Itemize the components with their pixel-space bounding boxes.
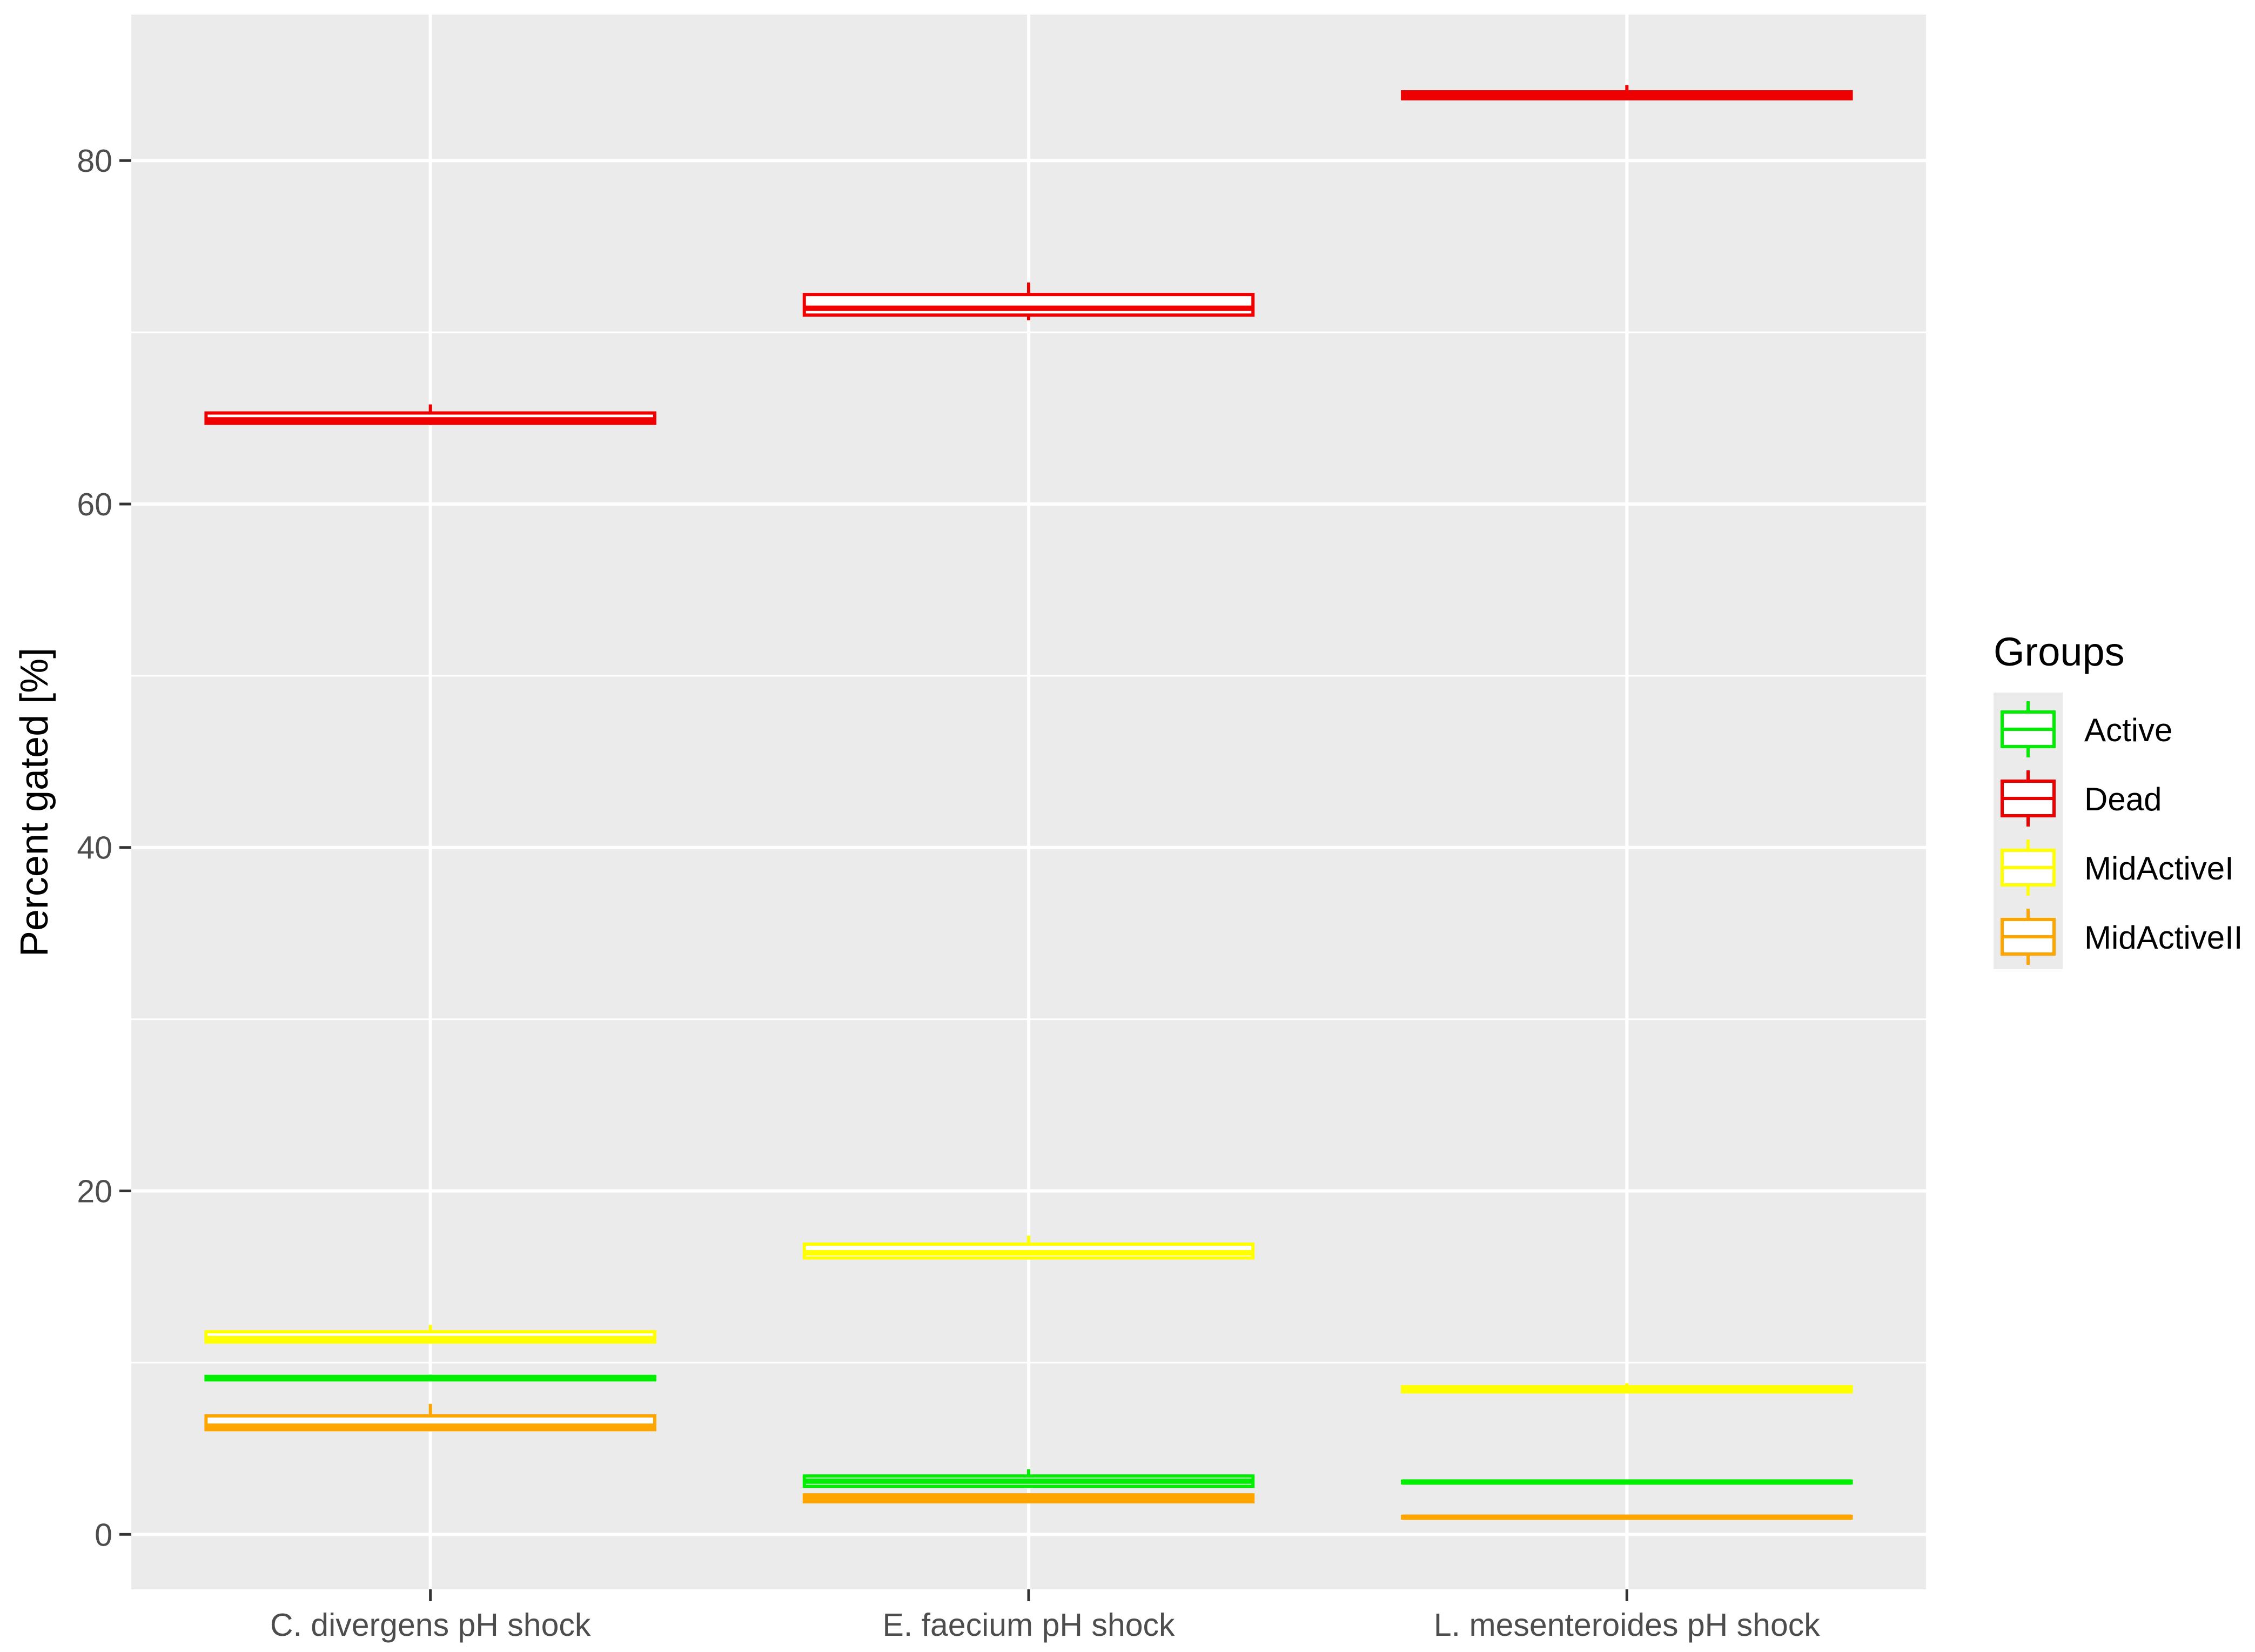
- y-tick-label: 20: [77, 1174, 112, 1210]
- boxplot-active: [802, 1469, 1255, 1488]
- legend-key-active: [2001, 701, 2056, 757]
- legend-key-midactivei: [2001, 840, 2056, 896]
- boxplot-midactivei: [204, 1325, 656, 1344]
- axes: 0 20 40 60 80 C. divergens pH shock E. faecium…: [77, 143, 1820, 1643]
- boxplot-dead: [1401, 85, 1853, 100]
- boxplot-active: [1401, 1479, 1853, 1485]
- boxplot-midactiveii: [204, 1403, 656, 1432]
- boxplots: [204, 85, 1853, 1520]
- x-tick-label: C. divergens pH shock: [270, 1607, 591, 1643]
- boxplot-dead: [204, 404, 656, 425]
- box: [802, 293, 1255, 317]
- boxplot-midactivei: [802, 1235, 1255, 1260]
- y-tick-label: 40: [77, 830, 112, 866]
- y-tick-label: 60: [77, 487, 112, 522]
- legend-label: MidActiveI: [2084, 850, 2234, 887]
- legend-label: Active: [2084, 712, 2172, 748]
- boxplot-midactivei: [1401, 1383, 1853, 1394]
- x-tick-label: L. mesenteroides pH shock: [1434, 1607, 1820, 1643]
- y-tick-label: 80: [77, 143, 112, 179]
- legend-label: MidActiveII: [2084, 919, 2243, 956]
- legend-title: Groups: [1994, 629, 2125, 674]
- legend: Groups Active Dead MidActiveI MidActiveII: [1994, 629, 2243, 969]
- legend-key-midactiveii: [2001, 909, 2056, 965]
- boxplot-midactiveii: [802, 1493, 1255, 1503]
- legend-label: Dead: [2084, 781, 2162, 817]
- boxplot-dead: [802, 282, 1255, 320]
- y-axis-label: Percent gated [%]: [13, 648, 56, 957]
- x-tick-label: E. faecium pH shock: [882, 1607, 1175, 1643]
- y-tick-label: 0: [95, 1517, 112, 1553]
- boxplot-active: [204, 1374, 656, 1382]
- boxplot-midactiveii: [1401, 1514, 1853, 1520]
- legend-key-dead: [2001, 770, 2056, 827]
